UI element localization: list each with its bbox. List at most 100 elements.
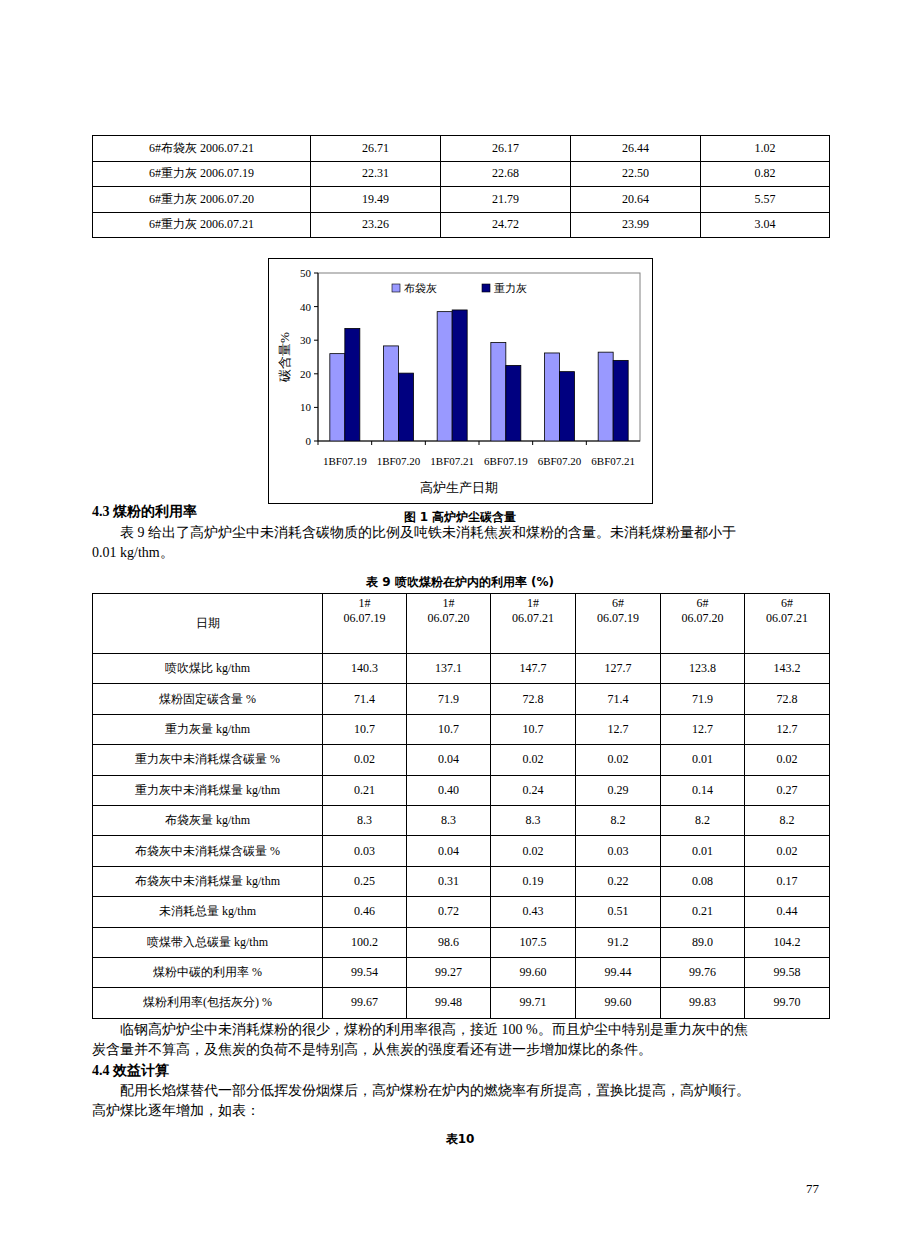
table-cell: 22.50 xyxy=(571,161,701,187)
table-row: 煤粉固定碳含量 %71.471.972.871.471.972.8 xyxy=(93,684,830,714)
bar xyxy=(452,310,467,441)
table-cell: 喷煤带入总碳量 kg/thm xyxy=(93,927,323,957)
table-cell: 107.5 xyxy=(491,927,576,957)
header-line: 06.07.20 xyxy=(407,611,490,626)
table-cell: 12.7 xyxy=(576,714,661,744)
table-cell: 0.04 xyxy=(407,836,491,866)
table-cell: 重力灰中未消耗煤量 kg/thm xyxy=(93,775,323,805)
table-cell: 0.01 xyxy=(661,745,745,775)
table-cell: 123.8 xyxy=(661,654,745,684)
header-line: 06.07.19 xyxy=(576,611,660,626)
table-row: 布袋灰量 kg/thm8.38.38.38.28.28.2 xyxy=(93,805,830,835)
table-cell: 23.26 xyxy=(311,212,441,238)
table-cell: 8.2 xyxy=(576,805,661,835)
table-cell: 0.44 xyxy=(745,897,830,927)
table-row: 煤粉利用率(包括灰分) %99.6799.4899.7199.6099.8399… xyxy=(93,988,830,1018)
table-row: 6#重力灰 2006.07.1922.3122.6822.500.82 xyxy=(93,161,830,187)
table-cell: 20.64 xyxy=(571,187,701,213)
table-cell: 8.3 xyxy=(407,805,491,835)
bar xyxy=(491,343,506,441)
table-cell: 98.6 xyxy=(407,927,491,957)
table-cell: 99.48 xyxy=(407,988,491,1018)
bar xyxy=(345,328,360,441)
table-cell: 0.21 xyxy=(323,775,407,805)
y-tick-label: 20 xyxy=(300,368,312,380)
table-caption: 表 9 喷吹煤粉在炉内的利用率 (%) xyxy=(0,574,920,591)
table-cell: 6#布袋灰 2006.07.21 xyxy=(93,136,311,162)
table-header-row: 日期1#06.07.191#06.07.201#06.07.216#06.07.… xyxy=(93,594,830,654)
table-cell: 0.43 xyxy=(491,897,576,927)
plot-area xyxy=(318,273,640,441)
table-cell: 0.03 xyxy=(576,836,661,866)
chart: 010203040501BF07.191BF07.201BF07.216BF07… xyxy=(0,0,920,520)
table-cell: 5.57 xyxy=(701,187,830,213)
chart-frame xyxy=(269,259,653,504)
x-tick xyxy=(586,441,587,445)
y-tick xyxy=(314,407,318,408)
table-cell: 10.7 xyxy=(491,714,576,744)
table-cell: 71.9 xyxy=(661,684,745,714)
table-row: 布袋灰中未消耗煤含碳量 %0.030.040.020.030.010.02 xyxy=(93,836,830,866)
header-line: 06.07.19 xyxy=(323,611,406,626)
table-cell: 0.31 xyxy=(407,866,491,896)
table-cell: 0.46 xyxy=(323,897,407,927)
table-cell: 煤粉中碳的利用率 % xyxy=(93,957,323,987)
table-row: 重力灰中未消耗煤量 kg/thm0.210.400.240.290.140.27 xyxy=(93,775,830,805)
table-header-cell: 6#06.07.21 xyxy=(745,594,830,654)
table-cell: 0.25 xyxy=(323,866,407,896)
table-cell: 0.02 xyxy=(491,836,576,866)
table-row: 6#重力灰 2006.07.2019.4921.7920.645.57 xyxy=(93,187,830,213)
header-line: 06.07.21 xyxy=(491,611,575,626)
table-cell: 99.60 xyxy=(491,957,576,987)
table-cell: 0.21 xyxy=(661,897,745,927)
x-tick xyxy=(425,441,426,445)
table-cell: 重力灰量 kg/thm xyxy=(93,714,323,744)
table-cell: 煤粉固定碳含量 % xyxy=(93,684,323,714)
table-cell: 8.3 xyxy=(491,805,576,835)
y-tick xyxy=(314,273,318,274)
table-cell: 91.2 xyxy=(576,927,661,957)
table-cell: 0.02 xyxy=(745,836,830,866)
table-cell: 0.82 xyxy=(701,161,830,187)
table-cell: 0.72 xyxy=(407,897,491,927)
table-cell: 0.02 xyxy=(491,745,576,775)
table-cell: 6#重力灰 2006.07.19 xyxy=(93,161,311,187)
x-axis-title: 高炉生产日期 xyxy=(420,480,498,495)
x-tick xyxy=(371,441,372,445)
table-header-cell: 1#06.07.19 xyxy=(323,594,407,654)
table-cell: 12.7 xyxy=(745,714,830,744)
table-header-cell: 6#06.07.20 xyxy=(661,594,745,654)
table-cell: 19.49 xyxy=(311,187,441,213)
x-tick-label: 6BF07.21 xyxy=(591,455,635,467)
table-cell: 0.27 xyxy=(745,775,830,805)
x-tick xyxy=(479,441,480,445)
table-cell: 140.3 xyxy=(323,654,407,684)
table-cell: 99.71 xyxy=(491,988,576,1018)
table-cell: 1.02 xyxy=(701,136,830,162)
table-cell: 147.7 xyxy=(491,654,576,684)
table-cell: 99.60 xyxy=(576,988,661,1018)
table-cell: 22.68 xyxy=(441,161,571,187)
y-axis xyxy=(318,273,319,441)
table-cell: 0.17 xyxy=(745,866,830,896)
legend-label: 布袋灰 xyxy=(404,282,437,294)
bar xyxy=(613,360,628,441)
x-tick-label: 1BF07.21 xyxy=(430,455,474,467)
bar xyxy=(399,373,414,441)
table-row: 6#布袋灰 2006.07.2126.7126.1726.441.02 xyxy=(93,136,830,162)
table-cell: 煤粉利用率(包括灰分) % xyxy=(93,988,323,1018)
table-row: 煤粉中碳的利用率 %99.5499.2799.6099.4499.7699.58 xyxy=(93,957,830,987)
paragraph-line: 配用长焰煤替代一部分低挥发份烟煤后，高炉煤粉在炉内的燃烧率有所提高，置换比提高，… xyxy=(120,1082,750,1100)
table-cell: 0.24 xyxy=(491,775,576,805)
y-tick-label: 0 xyxy=(306,435,312,447)
header-line: 1# xyxy=(407,596,490,611)
paragraph-line: 高炉煤比逐年增加，如表： xyxy=(92,1102,260,1120)
table-cell: 6#重力灰 2006.07.21 xyxy=(93,212,311,238)
y-tick xyxy=(314,306,318,307)
table-row: 喷煤带入总碳量 kg/thm100.298.6107.591.289.0104.… xyxy=(93,927,830,957)
y-tick xyxy=(314,373,318,374)
table-cell: 布袋灰中未消耗煤量 kg/thm xyxy=(93,866,323,896)
table-header-cell: 1#06.07.20 xyxy=(407,594,491,654)
table-cell: 布袋灰量 kg/thm xyxy=(93,805,323,835)
table-cell: 23.99 xyxy=(571,212,701,238)
